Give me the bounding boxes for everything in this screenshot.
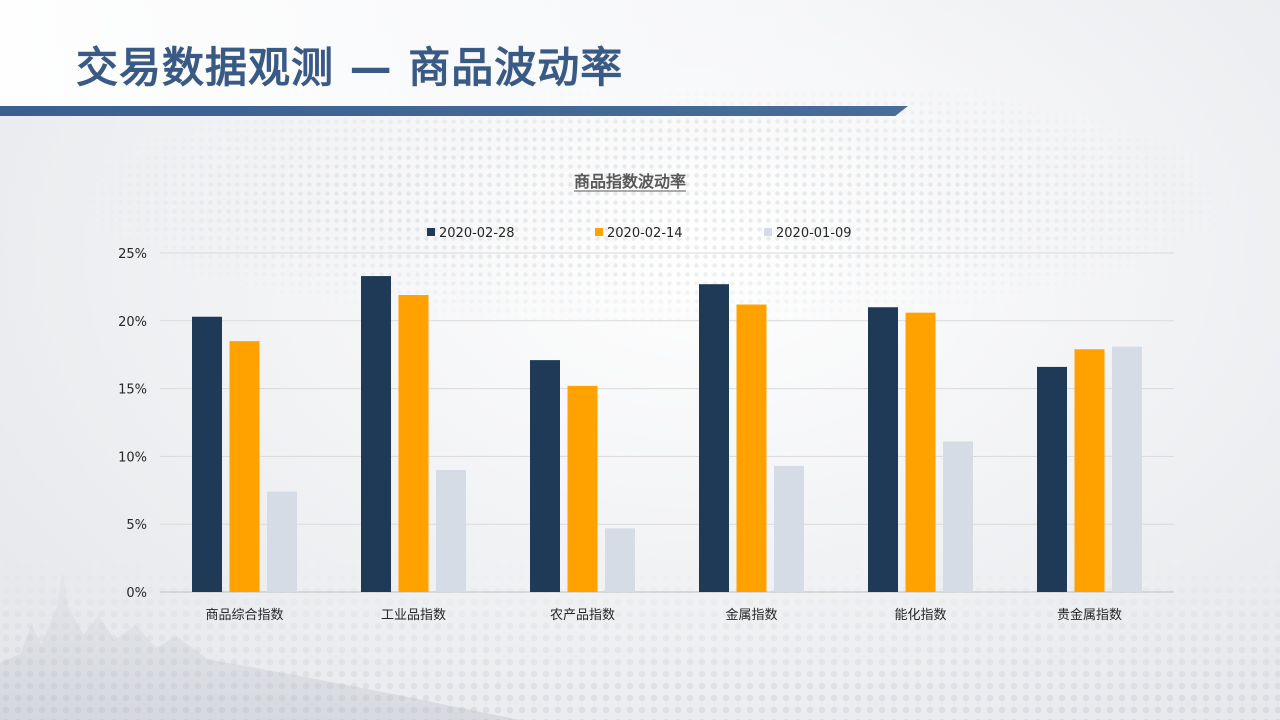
legend-swatch [427, 228, 435, 236]
page-title: 交易数据观测 — 商品波动率 [76, 43, 624, 92]
y-tick-label: 10% [118, 450, 147, 465]
y-tick-label: 5% [126, 518, 147, 533]
bar-2020-01-09-商品综合指数 [267, 491, 297, 592]
legend-swatch [764, 228, 772, 236]
gridlines [160, 252, 1174, 593]
y-tick-label: 15% [118, 383, 147, 398]
bar-2020-01-09-能化指数 [943, 441, 973, 592]
y-tick-label: 20% [118, 315, 147, 330]
bar-2020-02-14-农产品指数 [567, 385, 598, 592]
x-axis-labels: 商品综合指数 工业品指数 农产品指数 金属指数 能化指数 贵金属指数 [205, 607, 1122, 623]
bar-2020-02-28-商品综合指数 [192, 316, 222, 592]
bar-2020-02-14-贵金属指数 [1074, 349, 1105, 592]
bar-2020-02-14-商品综合指数 [229, 341, 260, 592]
bar-2020-01-09-工业品指数 [436, 469, 466, 592]
y-tick-label: 0% [126, 586, 147, 601]
x-category-label: 金属指数 [725, 607, 777, 623]
header-underline [0, 106, 908, 116]
background-dot-map [80, 90, 1230, 330]
bar-2020-02-28-贵金属指数 [1037, 366, 1067, 592]
bar-2020-01-09-农产品指数 [605, 528, 635, 592]
legend-label: 2020-01-09 [776, 226, 852, 241]
bars [192, 276, 1142, 592]
y-tick-label: 25% [118, 247, 147, 262]
bar-2020-02-28-农产品指数 [530, 360, 560, 592]
x-category-label: 农产品指数 [550, 608, 615, 623]
bar-2020-02-28-金属指数 [699, 284, 729, 592]
bar-2020-02-28-能化指数 [868, 307, 898, 592]
y-axis-ticks: 0% 5% 10% 15% 20% 25% [118, 247, 147, 601]
legend-label: 2020-02-14 [607, 226, 683, 241]
x-category-label: 工业品指数 [381, 608, 446, 623]
x-category-label: 商品综合指数 [205, 608, 283, 623]
legend-swatch [595, 228, 603, 236]
bar-2020-02-14-工业品指数 [398, 295, 429, 592]
bar-2020-01-09-金属指数 [774, 465, 804, 592]
header-band [0, 0, 930, 106]
bar-2020-02-14-能化指数 [905, 312, 936, 592]
legend: 2020-02-28 2020-02-14 2020-01-09 [427, 226, 852, 241]
bar-2020-01-09-贵金属指数 [1112, 346, 1142, 592]
bar-2020-02-28-工业品指数 [361, 276, 391, 592]
legend-label: 2020-02-28 [439, 226, 515, 241]
chart-title: 商品指数波动率 [574, 172, 686, 191]
bar-2020-02-14-金属指数 [736, 304, 767, 592]
x-category-label: 能化指数 [894, 608, 946, 623]
x-category-label: 贵金属指数 [1057, 607, 1122, 623]
